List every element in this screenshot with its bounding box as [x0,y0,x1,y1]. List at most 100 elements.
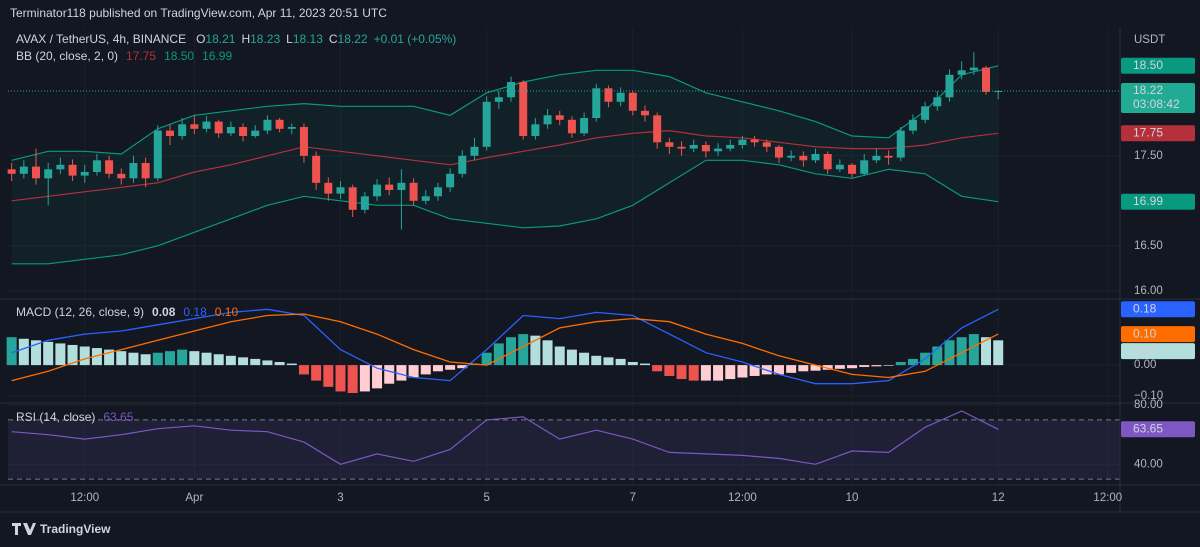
candle-body [738,139,747,145]
price-badge [1121,343,1195,360]
y-tick-label: −0.10 [1134,390,1163,402]
candle-body [592,88,601,118]
candle-body [44,169,53,179]
histogram-bar [432,365,443,372]
logo-icon [12,523,36,535]
legend-label: L [286,32,293,46]
legend: AVAX / TetherUS, 4h, BINANCE O18.21 H18.23… [16,32,456,46]
candle-body [470,146,479,156]
histogram-bar [91,348,102,366]
candle-body [494,97,503,102]
price-badge-label: 16.99 [1133,194,1163,208]
histogram-bar [907,358,918,366]
histogram-bar [566,349,577,366]
candle-body [762,142,771,147]
histogram-bar [420,365,431,375]
candle-body [117,173,126,179]
candle-body [458,155,467,174]
candle-body [787,155,796,158]
candle-body [129,163,138,179]
candle-body [190,124,199,129]
candle-body [945,74,954,98]
histogram-bar [591,355,602,366]
candle-body [896,130,905,158]
legend-value: 0.08 [152,305,176,319]
price-badge-label: 17.75 [1133,125,1163,139]
histogram-bar [457,365,468,369]
histogram-bar [554,346,565,366]
histogram-bar [359,365,370,392]
grid [8,28,1120,485]
x-tick-label: 3 [337,492,343,504]
candle-body [105,160,114,174]
candle-body [908,119,917,131]
histogram-bar [55,343,66,366]
candle-body [969,67,978,71]
candle-body [80,172,89,176]
legend: BB (20, close, 2, 0) 17.75 18.50 16.99 [16,49,232,63]
candle-body [933,97,942,107]
candle-body [580,118,589,134]
candle-body [446,173,455,188]
candle-body [19,166,28,174]
histogram-bar [798,365,809,372]
histogram-bar [79,346,90,366]
candle-body [860,160,869,174]
legend-title: RSI (14, close) [16,410,95,424]
candle-body [701,145,710,152]
candle-body [957,70,966,75]
histogram-bar [372,365,383,389]
candle-body [153,130,162,179]
candle-body [519,82,528,136]
candle-body [726,145,735,149]
histogram-bar [262,360,273,366]
candle-body [202,121,211,129]
histogram-bar [688,365,699,381]
histogram-bar [944,340,955,366]
y-tick-label: 17.50 [1134,150,1163,162]
histogram-bar [67,344,78,366]
rsi-band [8,419,1120,480]
candle-body [226,127,235,134]
rsi-line [11,410,999,465]
legend-label: C [329,32,338,46]
brand: TradingView [40,522,111,536]
candle-body [92,160,101,172]
candle-body [982,67,991,92]
histogram-bar [250,358,261,366]
candle-body [921,106,930,120]
y-tick-label: 80.00 [1134,399,1163,411]
candle-body [482,101,491,147]
candle-body [56,164,65,170]
header: Terminator118 published on TradingView.c… [10,6,387,20]
band-fill [11,65,999,264]
histogram-bar [713,365,724,381]
histogram-bar [152,352,163,366]
band-lower [11,159,999,265]
histogram-bar [493,343,504,366]
plot [6,52,1120,480]
legend-value: 18.13 [293,32,323,46]
histogram-bar [639,363,650,366]
histogram-bar [895,362,906,366]
candle-body [677,146,686,149]
histogram-bar [6,337,17,366]
x-tick-label: 12:00 [70,492,99,504]
legend-change: +0.01 (+0.05%) [374,32,457,46]
candle-body [774,146,783,158]
candle-body [68,164,77,176]
candle-body [689,145,698,149]
histogram-bar [238,357,249,366]
legend-value: 16.99 [202,49,232,63]
candle-body [628,92,637,111]
legend-value: 0.10 [215,305,239,319]
candle-body [665,142,674,147]
candle-body [433,187,442,197]
x-tick-label: 5 [483,492,489,504]
price-badge [1121,301,1195,318]
price-badge [1121,326,1195,343]
axis-label: USDT [1134,34,1165,46]
histogram-bar [627,362,638,366]
histogram-bar [225,355,236,366]
candle-body [421,196,430,201]
